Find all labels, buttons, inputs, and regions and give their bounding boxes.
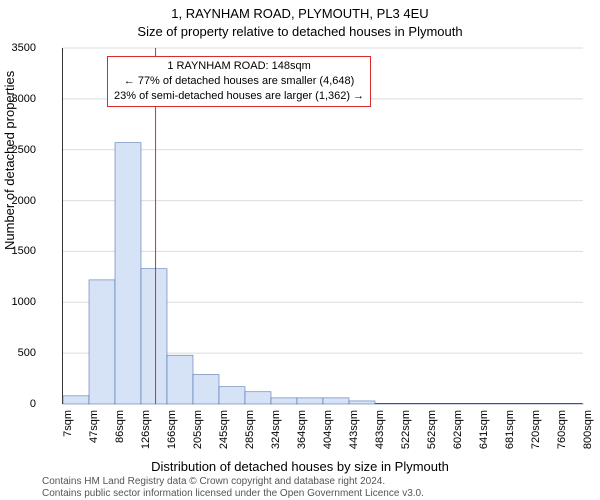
y-tick-label: 1500: [0, 245, 36, 257]
histogram-bar: [349, 401, 375, 404]
x-tick-label: 205sqm: [192, 410, 204, 460]
annotation-line-3: 23% of semi-detached houses are larger (…: [114, 89, 364, 104]
x-tick-label: 364sqm: [296, 410, 308, 460]
histogram-bar: [557, 403, 583, 404]
histogram-bar: [297, 398, 323, 404]
title-line-1: 1, RAYNHAM ROAD, PLYMOUTH, PL3 4EU: [0, 6, 600, 21]
x-tick-label: 602sqm: [452, 410, 464, 460]
histogram-bar: [141, 269, 167, 404]
histogram-bar: [63, 396, 89, 404]
x-tick-label: 126sqm: [140, 410, 152, 460]
annotation-box: 1 RAYNHAM ROAD: 148sqm ← 77% of detached…: [107, 56, 371, 107]
y-tick-label: 3000: [0, 93, 36, 105]
histogram-bar: [245, 392, 271, 404]
x-tick-label: 404sqm: [322, 410, 334, 460]
x-tick-label: 166sqm: [166, 410, 178, 460]
x-tick-label: 483sqm: [374, 410, 386, 460]
x-tick-label: 443sqm: [348, 410, 360, 460]
y-tick-label: 500: [0, 347, 36, 359]
histogram-bar: [115, 143, 141, 404]
title-line-2: Size of property relative to detached ho…: [0, 24, 600, 39]
attribution: Contains HM Land Registry data © Crown c…: [42, 476, 424, 500]
histogram-bar: [219, 387, 245, 404]
histogram-bar: [427, 403, 453, 404]
histogram-bar: [453, 403, 479, 404]
histogram-bar: [89, 280, 115, 404]
x-axis-label: Distribution of detached houses by size …: [0, 459, 600, 474]
histogram-bar: [505, 403, 531, 404]
histogram-bar: [271, 398, 297, 404]
x-tick-label: 760sqm: [556, 410, 568, 460]
histogram-bar: [401, 403, 427, 404]
histogram-bar: [531, 403, 557, 404]
x-tick-label: 285sqm: [244, 410, 256, 460]
y-tick-label: 2000: [0, 195, 36, 207]
y-tick-label: 3500: [0, 42, 36, 54]
histogram-bar: [323, 398, 349, 404]
chart-container: 1, RAYNHAM ROAD, PLYMOUTH, PL3 4EU Size …: [0, 0, 600, 500]
annotation-line-2: ← 77% of detached houses are smaller (4,…: [114, 74, 364, 89]
y-tick-label: 0: [0, 398, 36, 410]
x-tick-label: 681sqm: [504, 410, 516, 460]
histogram-bar: [193, 375, 219, 404]
attribution-line-1: Contains HM Land Registry data © Crown c…: [42, 476, 424, 488]
x-tick-label: 562sqm: [426, 410, 438, 460]
x-tick-label: 245sqm: [218, 410, 230, 460]
attribution-line-2: Contains public sector information licen…: [42, 488, 424, 500]
annotation-line-1: 1 RAYNHAM ROAD: 148sqm: [114, 59, 364, 74]
x-tick-label: 720sqm: [530, 410, 542, 460]
x-tick-label: 47sqm: [88, 410, 100, 460]
x-tick-label: 324sqm: [270, 410, 282, 460]
y-tick-label: 2500: [0, 144, 36, 156]
histogram-bar: [375, 403, 401, 404]
x-tick-label: 522sqm: [400, 410, 412, 460]
histogram-bar: [479, 403, 505, 404]
x-tick-label: 641sqm: [478, 410, 490, 460]
y-tick-label: 1000: [0, 296, 36, 308]
histogram-bar: [167, 355, 193, 404]
histogram-bars: [63, 143, 583, 404]
x-tick-label: 86sqm: [114, 410, 126, 460]
x-tick-label: 7sqm: [62, 410, 74, 460]
x-tick-label: 800sqm: [582, 410, 594, 460]
